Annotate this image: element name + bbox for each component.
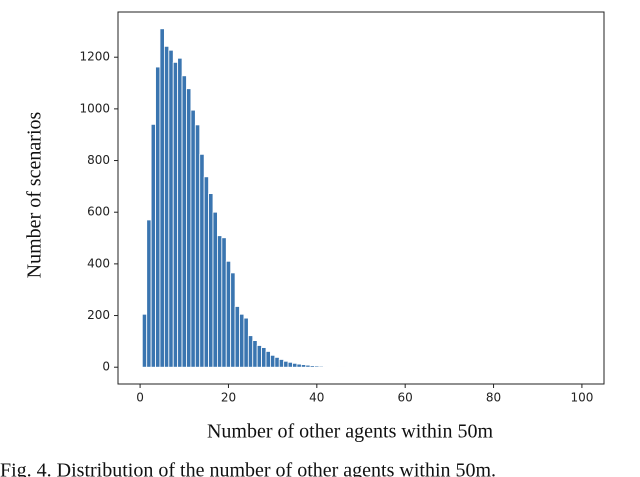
x-axis-label: Number of other agents within 50m: [207, 421, 493, 443]
bar: [247, 335, 254, 368]
x-tick-label: 20: [221, 391, 236, 405]
bar: [331, 366, 338, 368]
bar: [168, 49, 174, 368]
bar: [327, 366, 333, 368]
x-tick-label: 0: [136, 391, 144, 405]
bar: [203, 176, 209, 368]
bar: [146, 219, 152, 368]
plot-frame: [117, 11, 605, 385]
bar: [177, 57, 183, 368]
bar: [318, 365, 324, 368]
x-tick-label: 60: [398, 391, 413, 405]
bar: [199, 153, 205, 368]
bar: [172, 61, 179, 368]
y-tick-label: 400: [87, 256, 110, 270]
bar: [155, 66, 161, 368]
x-tick-label: 80: [486, 391, 501, 405]
bar: [230, 272, 236, 368]
bar: [314, 365, 320, 368]
bar: [287, 361, 293, 368]
bar: [296, 363, 302, 368]
bar: [256, 345, 262, 368]
bar: [194, 124, 201, 368]
bar: [265, 351, 271, 368]
bar: [212, 211, 218, 368]
bar: [292, 362, 298, 368]
bar: [305, 364, 311, 368]
bar: [150, 123, 156, 368]
bar: [234, 306, 240, 368]
bar: [261, 347, 267, 368]
figure-caption: Fig. 4. Distribution of the number of ot…: [0, 460, 496, 477]
y-tick-label: 200: [87, 308, 110, 322]
bar: [323, 366, 329, 368]
bar: [186, 88, 192, 368]
x-tick-label: 40: [309, 391, 324, 405]
bar: [270, 354, 276, 368]
bar: [283, 360, 289, 368]
x-tick-label: 100: [570, 391, 593, 405]
bar: [159, 28, 165, 368]
y-tick-label: 600: [87, 205, 110, 219]
bar: [208, 193, 214, 368]
bar: [300, 364, 307, 368]
bar: [141, 313, 148, 368]
bar: [221, 237, 227, 368]
y-axis-label: Number of scenarios: [24, 111, 46, 278]
bar: [274, 356, 280, 368]
bar: [217, 235, 223, 368]
bar: [309, 365, 316, 368]
bar: [225, 260, 232, 368]
y-tick-label: 1200: [79, 50, 110, 64]
bar: [278, 359, 285, 368]
bar: [181, 75, 187, 368]
bar: [243, 317, 249, 368]
y-tick-label: 0: [102, 360, 110, 374]
bar: [239, 313, 245, 368]
y-tick-label: 1000: [79, 101, 110, 115]
bar: [190, 109, 196, 368]
y-tick-label: 800: [87, 153, 110, 167]
bar: [252, 340, 258, 368]
bar: [163, 45, 170, 368]
